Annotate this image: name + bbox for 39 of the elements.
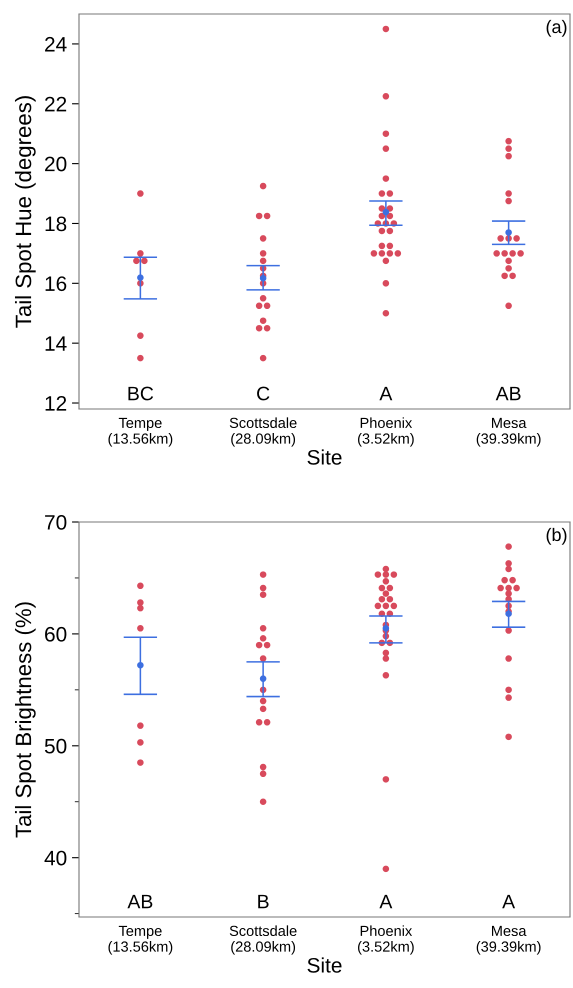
x-tick-label: Mesa (39.39km) (476, 926, 541, 955)
point (505, 229, 512, 236)
annotation: BC (128, 386, 154, 400)
y-tick-label: 70 (45, 515, 66, 530)
annotation: AB (496, 386, 521, 400)
annotation: (b) (546, 528, 566, 545)
annotation: A (379, 386, 392, 400)
x-tick-label: Phoenix (3.52km) (358, 417, 414, 447)
y-tick-label: 16 (46, 276, 66, 292)
point (505, 610, 512, 618)
x-tick-label: Mesa (39.39km) (476, 418, 541, 447)
point (137, 274, 144, 281)
y-axis-title: Tail Spot Hue (degrees) (14, 96, 36, 328)
y-tick-label: 40 (44, 850, 66, 866)
annotation: B (258, 894, 269, 908)
point (260, 675, 266, 682)
y-tick-label: 24 (45, 36, 67, 52)
y-tick-label: 14 (46, 336, 67, 351)
annotation: A (379, 894, 392, 908)
y-tick-label: 18 (46, 216, 66, 232)
annotation: AB (127, 894, 152, 908)
annotation: A (502, 894, 516, 908)
y-tick-label: 50 (44, 738, 66, 754)
x-tick-label: Tempe (13.56km) (108, 926, 172, 955)
annotation: (a) (546, 20, 566, 37)
x-tick-label: Scottsdale (28.09km) (230, 417, 297, 447)
point (137, 662, 144, 668)
y-tick-label: 22 (45, 96, 66, 112)
annotation: C (257, 386, 270, 400)
x-tick-label: Phoenix (3.52km) (358, 925, 414, 955)
y-tick-label: 20 (45, 156, 66, 172)
x-tick-label: Tempe (13.56km) (108, 418, 172, 447)
y-tick-label: 60 (45, 626, 66, 642)
y-axis-title: Tail Spot Brightness (%) (14, 602, 36, 838)
x-axis-title: Site (308, 449, 342, 465)
y-tick-label: 12 (46, 396, 66, 411)
x-tick-label: Scottsdale (28.09km) (230, 925, 297, 955)
x-axis-title: Site (308, 957, 342, 973)
point (382, 208, 390, 216)
